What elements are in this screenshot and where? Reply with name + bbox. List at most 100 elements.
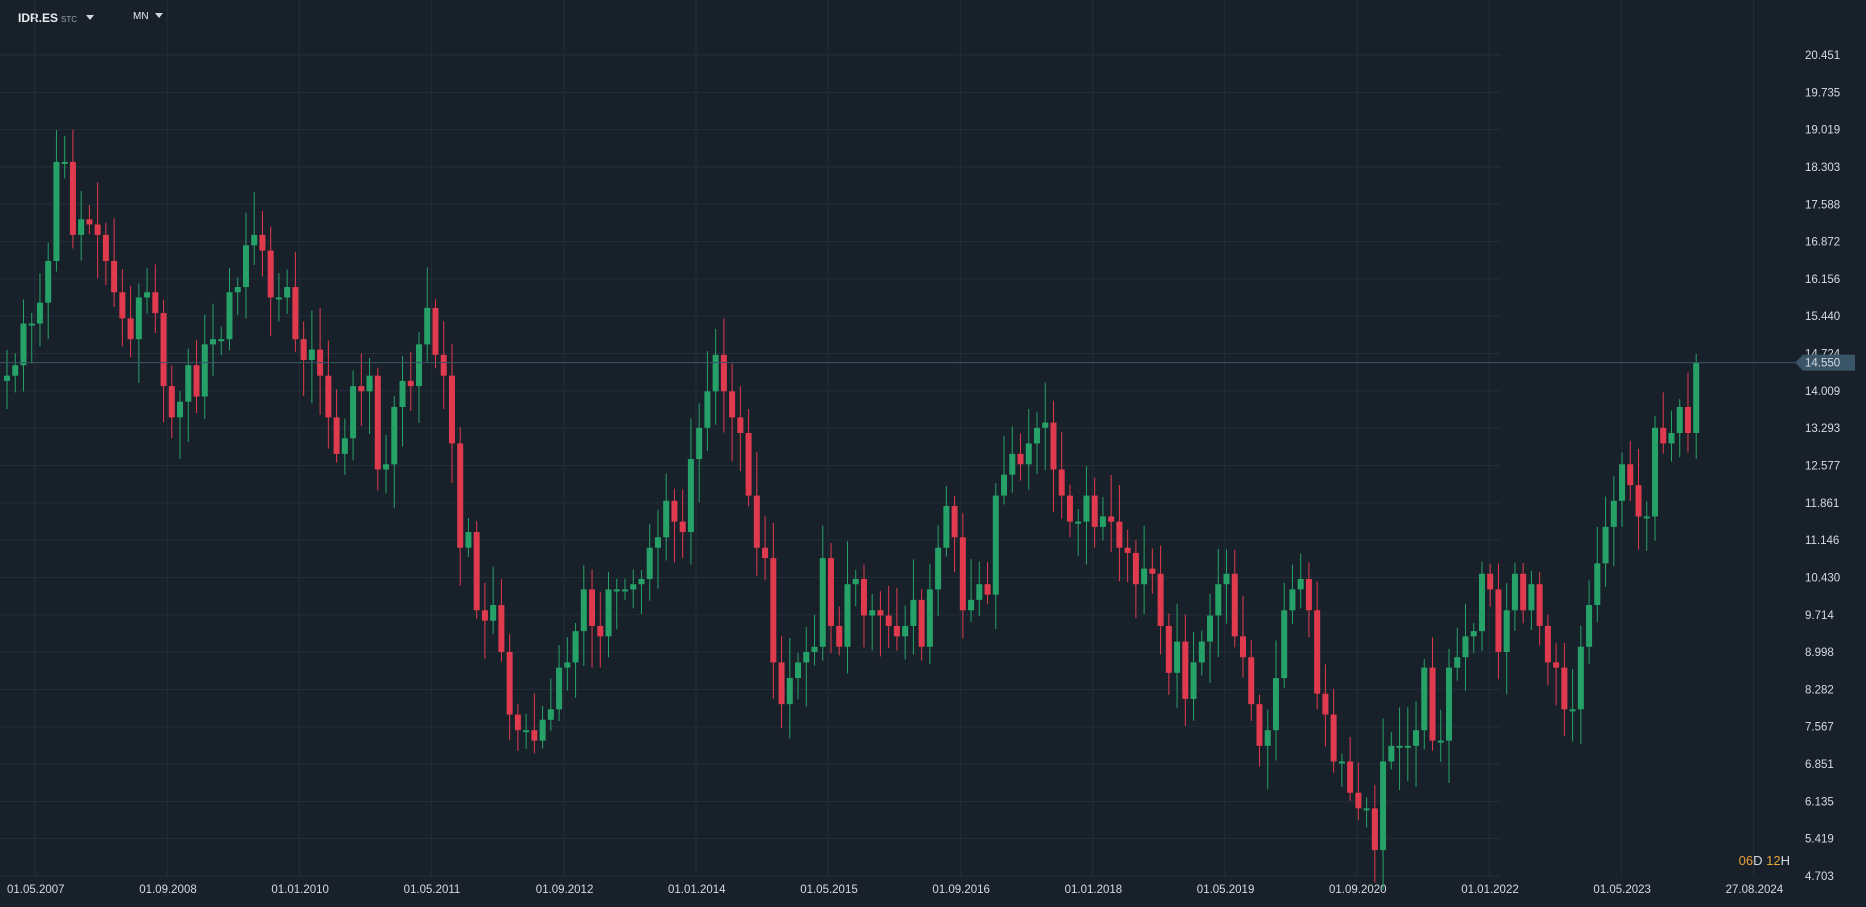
candle-body xyxy=(1182,641,1189,699)
candle-body xyxy=(1297,578,1304,590)
countdown-hours: 12 xyxy=(1766,853,1781,868)
candle-body xyxy=(1437,740,1444,743)
candle-body xyxy=(943,506,950,548)
candle-body xyxy=(1528,584,1535,611)
candle-body xyxy=(448,375,455,444)
candle-body xyxy=(292,287,299,340)
candle-body xyxy=(1025,443,1032,465)
candle-body xyxy=(1124,547,1131,553)
candle-body xyxy=(1495,589,1502,652)
candle-body xyxy=(1215,584,1222,616)
timeframe-selector[interactable]: MN xyxy=(129,9,167,24)
candle-body xyxy=(490,605,497,621)
candle-body xyxy=(308,349,315,361)
candle-body xyxy=(1141,568,1148,585)
candle-body xyxy=(720,354,727,392)
candle-body xyxy=(1099,516,1106,527)
candle-body xyxy=(1066,495,1073,522)
candle-body xyxy=(1347,761,1354,793)
candle-body xyxy=(111,260,118,293)
candle-body xyxy=(613,589,620,592)
candle-body xyxy=(1223,573,1230,585)
candle-body xyxy=(366,375,373,392)
x-tick-label: 01.05.2019 xyxy=(1197,884,1255,896)
candle-body xyxy=(1470,631,1477,637)
candle-body xyxy=(737,417,744,434)
candle-body xyxy=(1034,427,1040,444)
x-tick-label: 01.05.2015 xyxy=(800,884,858,896)
candle-body xyxy=(1058,469,1065,496)
candle-body xyxy=(869,610,876,616)
candle-body xyxy=(325,375,332,418)
candle-body xyxy=(78,219,85,235)
candle-body xyxy=(440,354,447,376)
candle-body xyxy=(193,365,200,397)
candle-body xyxy=(1511,573,1518,611)
candle-body xyxy=(770,558,777,663)
symbol-selector[interactable]: IDR.ES STC xyxy=(18,11,95,25)
candle-body xyxy=(1198,641,1205,663)
candle-body xyxy=(201,344,208,397)
candle-body xyxy=(885,615,892,626)
candle-body xyxy=(12,365,19,376)
candle-body xyxy=(160,313,167,387)
candle-body xyxy=(399,380,406,407)
candle-body xyxy=(267,250,274,298)
candle-body xyxy=(350,386,357,439)
candle-body xyxy=(1042,422,1049,428)
candle-body xyxy=(1108,516,1115,522)
candle-body xyxy=(69,161,76,235)
candle-body xyxy=(679,521,686,533)
candle-body xyxy=(1388,745,1395,762)
candle-body xyxy=(1536,584,1543,626)
candle-body xyxy=(45,260,52,303)
candle-body xyxy=(786,678,793,705)
candle-body xyxy=(918,599,925,647)
candle-body xyxy=(152,292,159,314)
candle-body xyxy=(531,730,538,741)
candle-body xyxy=(1413,730,1420,746)
candle-body xyxy=(811,646,818,652)
candle-body xyxy=(383,464,390,470)
y-tick-label: 11.861 xyxy=(1805,498,1839,510)
countdown-hours-unit: H xyxy=(1780,853,1790,868)
candle-body xyxy=(1684,406,1691,434)
candle-body xyxy=(102,234,109,261)
last-price-label: 14.550 xyxy=(1805,358,1840,370)
candle-body xyxy=(473,532,480,611)
timeframe-label: MN xyxy=(133,11,149,22)
candle-body xyxy=(1520,573,1527,611)
candle-body xyxy=(753,495,760,548)
candle-body xyxy=(259,234,266,251)
candle-body xyxy=(416,344,422,387)
candle-body xyxy=(523,730,530,733)
candle-body xyxy=(481,610,488,621)
candle-body xyxy=(622,589,628,592)
candle-body xyxy=(1289,589,1296,611)
y-tick-label: 9.714 xyxy=(1805,610,1834,622)
bar-countdown: 06D 12H xyxy=(1739,853,1790,868)
candle-body xyxy=(1396,745,1403,748)
candle-body xyxy=(1314,610,1321,694)
candle-body xyxy=(951,506,958,538)
x-tick-label: 01.09.2016 xyxy=(932,884,990,896)
candle-body xyxy=(778,662,785,705)
candle-body xyxy=(234,287,241,293)
y-tick-label: 16.156 xyxy=(1805,274,1840,286)
candle-body xyxy=(1050,422,1057,470)
x-tick-label: 01.09.2008 xyxy=(139,884,197,896)
candle-body xyxy=(1569,709,1576,712)
y-tick-label: 5.419 xyxy=(1805,834,1834,846)
candle-body xyxy=(1001,474,1008,496)
x-tick-label: 01.09.2012 xyxy=(536,884,594,896)
candle-body xyxy=(712,354,719,392)
candle-body xyxy=(1652,427,1658,517)
candle-body xyxy=(976,584,983,600)
y-tick-label: 13.293 xyxy=(1805,423,1840,435)
candle-body xyxy=(828,558,834,626)
candle-body xyxy=(185,365,192,402)
y-tick-label: 11.146 xyxy=(1805,535,1839,547)
candle-body xyxy=(333,417,340,454)
candle-body xyxy=(597,625,604,637)
